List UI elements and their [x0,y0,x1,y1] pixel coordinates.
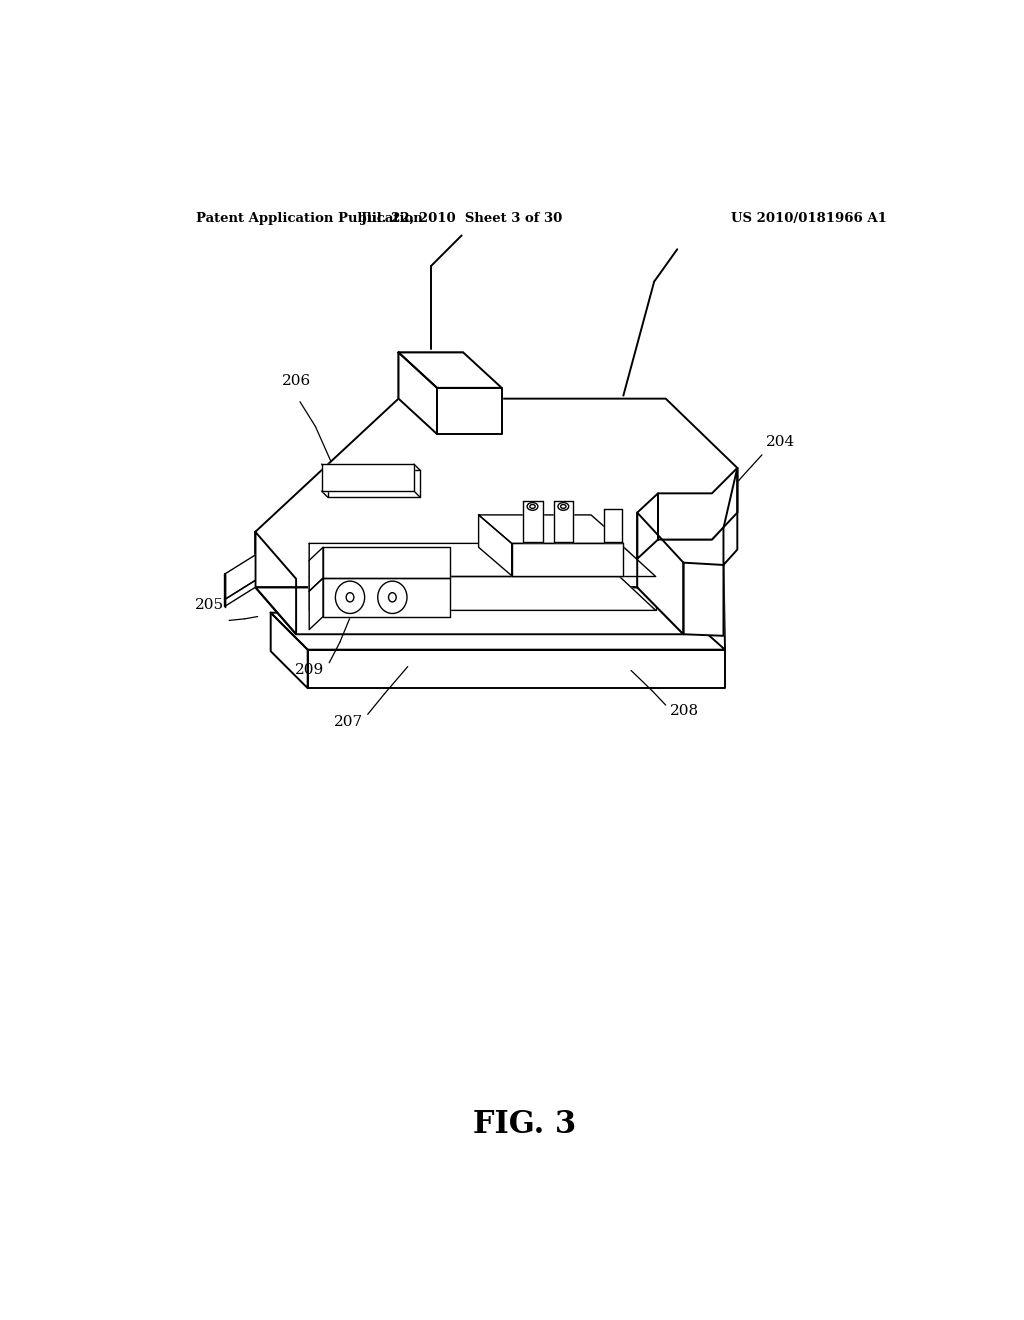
Polygon shape [255,532,296,635]
Polygon shape [683,562,724,636]
Text: FIG. 3: FIG. 3 [473,1109,577,1140]
Text: US 2010/0181966 A1: US 2010/0181966 A1 [731,213,887,226]
Polygon shape [309,544,655,577]
Polygon shape [224,554,255,599]
Polygon shape [270,612,307,688]
Polygon shape [398,352,502,388]
Ellipse shape [560,504,566,508]
Polygon shape [323,548,451,578]
Ellipse shape [527,503,538,511]
Text: 207: 207 [334,715,364,729]
Ellipse shape [529,504,536,508]
Polygon shape [309,548,323,591]
Text: 209: 209 [295,664,325,677]
Ellipse shape [558,503,568,511]
Text: 208: 208 [670,705,698,718]
Polygon shape [478,515,512,576]
Polygon shape [270,612,725,649]
Text: 205: 205 [196,598,224,612]
Polygon shape [437,388,502,434]
Polygon shape [523,502,543,543]
Polygon shape [637,494,658,558]
Text: Patent Application Publication: Patent Application Publication [196,213,423,226]
Polygon shape [309,578,323,630]
Polygon shape [322,465,414,491]
Polygon shape [554,502,573,543]
Polygon shape [323,578,451,616]
Polygon shape [658,469,737,540]
Text: Jul. 22, 2010  Sheet 3 of 30: Jul. 22, 2010 Sheet 3 of 30 [361,213,562,226]
Polygon shape [307,649,725,688]
Polygon shape [512,544,624,576]
Polygon shape [637,512,683,635]
Ellipse shape [388,593,396,602]
Text: 206: 206 [282,374,310,388]
Polygon shape [255,352,737,587]
Polygon shape [604,508,622,543]
Polygon shape [724,469,737,565]
Ellipse shape [346,593,354,602]
Polygon shape [309,577,655,610]
Polygon shape [255,587,683,635]
Text: 204: 204 [766,434,795,449]
Polygon shape [478,515,624,544]
Polygon shape [398,352,437,434]
Ellipse shape [336,581,365,614]
Polygon shape [224,581,255,607]
Ellipse shape [378,581,407,614]
